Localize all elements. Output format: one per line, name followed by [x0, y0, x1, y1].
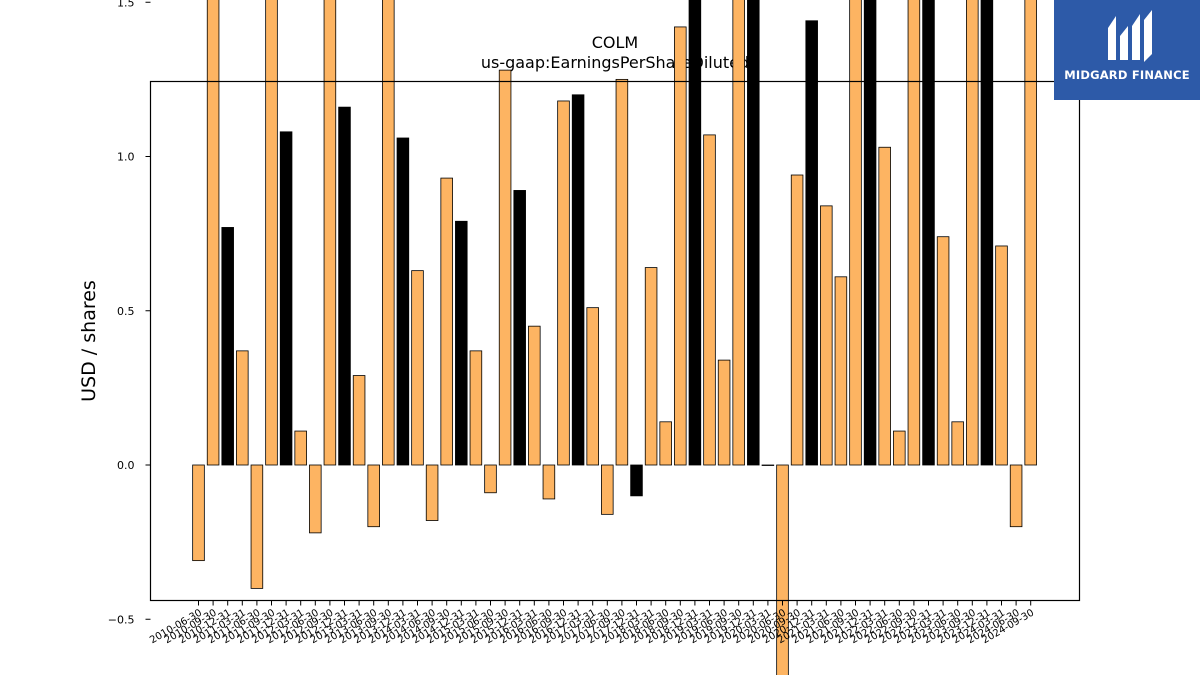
- bar-2020-12-31: [805, 20, 818, 466]
- y-tick-label: 0.0: [117, 459, 135, 472]
- midgard-finance-logo: MIDGARD FINANCE: [1054, 0, 1200, 100]
- bar-2017-12-31: [630, 464, 643, 497]
- bar-2017-09-30: [615, 78, 629, 466]
- bar-2019-09-30: [732, 0, 745, 466]
- bar-2023-06-30: [951, 421, 964, 466]
- bar-2011-12-31: [279, 131, 293, 466]
- bar-2013-06-30: [367, 464, 380, 528]
- bar-2012-12-31: [338, 106, 351, 466]
- bar-2015-06-30: [484, 464, 497, 494]
- bar-2024-03-31: [995, 245, 1008, 466]
- bar-2021-06-30: [834, 276, 848, 466]
- bar-2016-12-31: [571, 94, 585, 466]
- bar-2013-12-31: [396, 137, 410, 466]
- bar-2019-06-30: [717, 359, 731, 466]
- bar-2021-09-30: [849, 0, 862, 466]
- bar-2023-03-31: [936, 236, 950, 466]
- bar-2024-06-30: [1009, 464, 1023, 528]
- bar-2016-06-30: [542, 464, 556, 500]
- bar-2011-03-31: [236, 350, 249, 466]
- y-tick-label: 1.0: [117, 151, 135, 164]
- bar-2016-09-30: [557, 100, 570, 466]
- bar-2020-09-30: [790, 174, 804, 466]
- y-tick-label: 1.5: [117, 0, 135, 9]
- bar-2014-06-30: [425, 464, 439, 521]
- y-axis-label: USD / shares: [78, 280, 100, 402]
- bar-2010-06-30: [192, 464, 205, 562]
- bar-2014-03-31: [411, 270, 424, 466]
- bar-2022-12-31: [922, 0, 935, 466]
- bar-2018-03-31: [644, 267, 658, 466]
- bar-2018-06-30: [659, 421, 672, 466]
- bar-2019-03-31: [703, 134, 716, 466]
- y-ticks-group: −0.50.00.51.01.52.0: [108, 0, 151, 626]
- bar-2022-06-30: [893, 430, 906, 466]
- bar-2010-12-31: [221, 227, 234, 466]
- bar-2015-12-31: [513, 190, 526, 466]
- chart-title: COLM: [592, 33, 638, 52]
- bar-2012-06-30: [309, 464, 322, 534]
- bar-2021-03-31: [820, 205, 833, 466]
- bar-2018-09-30: [674, 26, 687, 466]
- bar-2012-03-31: [294, 430, 307, 466]
- y-tick-label: −0.5: [108, 613, 135, 626]
- plot-frame: [149, 80, 1081, 602]
- bar-2013-09-30: [382, 0, 395, 466]
- bars-group: [192, 0, 1037, 675]
- bar-2021-12-31: [863, 0, 877, 466]
- x-ticks-group: 2010-06-302010-09-302010-12-312011-03-31…: [148, 600, 1036, 646]
- bar-2015-03-31: [469, 350, 483, 466]
- bar-2024-09-30: [1024, 0, 1037, 466]
- bar-2014-12-31: [455, 220, 468, 466]
- bar-2015-09-30: [498, 69, 512, 466]
- bar-2023-09-30: [966, 0, 979, 466]
- bar-2016-03-31: [528, 325, 541, 466]
- bar-2010-09-30: [206, 0, 220, 466]
- bar-2012-09-30: [323, 0, 337, 466]
- bar-2018-12-31: [688, 0, 702, 466]
- bar-2020-06-30: [776, 464, 789, 675]
- bar-2017-03-31: [586, 307, 599, 466]
- bar-2022-03-31: [878, 146, 891, 466]
- bar-2013-03-31: [352, 375, 366, 466]
- bar-2023-12-31: [980, 0, 994, 466]
- bar-2020-03-31: [761, 464, 775, 466]
- bar-2011-06-30: [250, 464, 264, 589]
- bar-2022-09-30: [907, 0, 921, 466]
- midgard-logo-icon: [1108, 10, 1152, 62]
- bar-2019-12-31: [747, 0, 760, 466]
- chart-subtitle: us-gaap:EarningsPerShareDiluted: [481, 53, 749, 72]
- logo-text: MIDGARD FINANCE: [1064, 68, 1190, 82]
- bar-2017-06-30: [601, 464, 614, 515]
- bar-2014-09-30: [440, 177, 453, 466]
- y-tick-label: 0.5: [117, 305, 135, 318]
- bar-2011-09-30: [265, 0, 278, 466]
